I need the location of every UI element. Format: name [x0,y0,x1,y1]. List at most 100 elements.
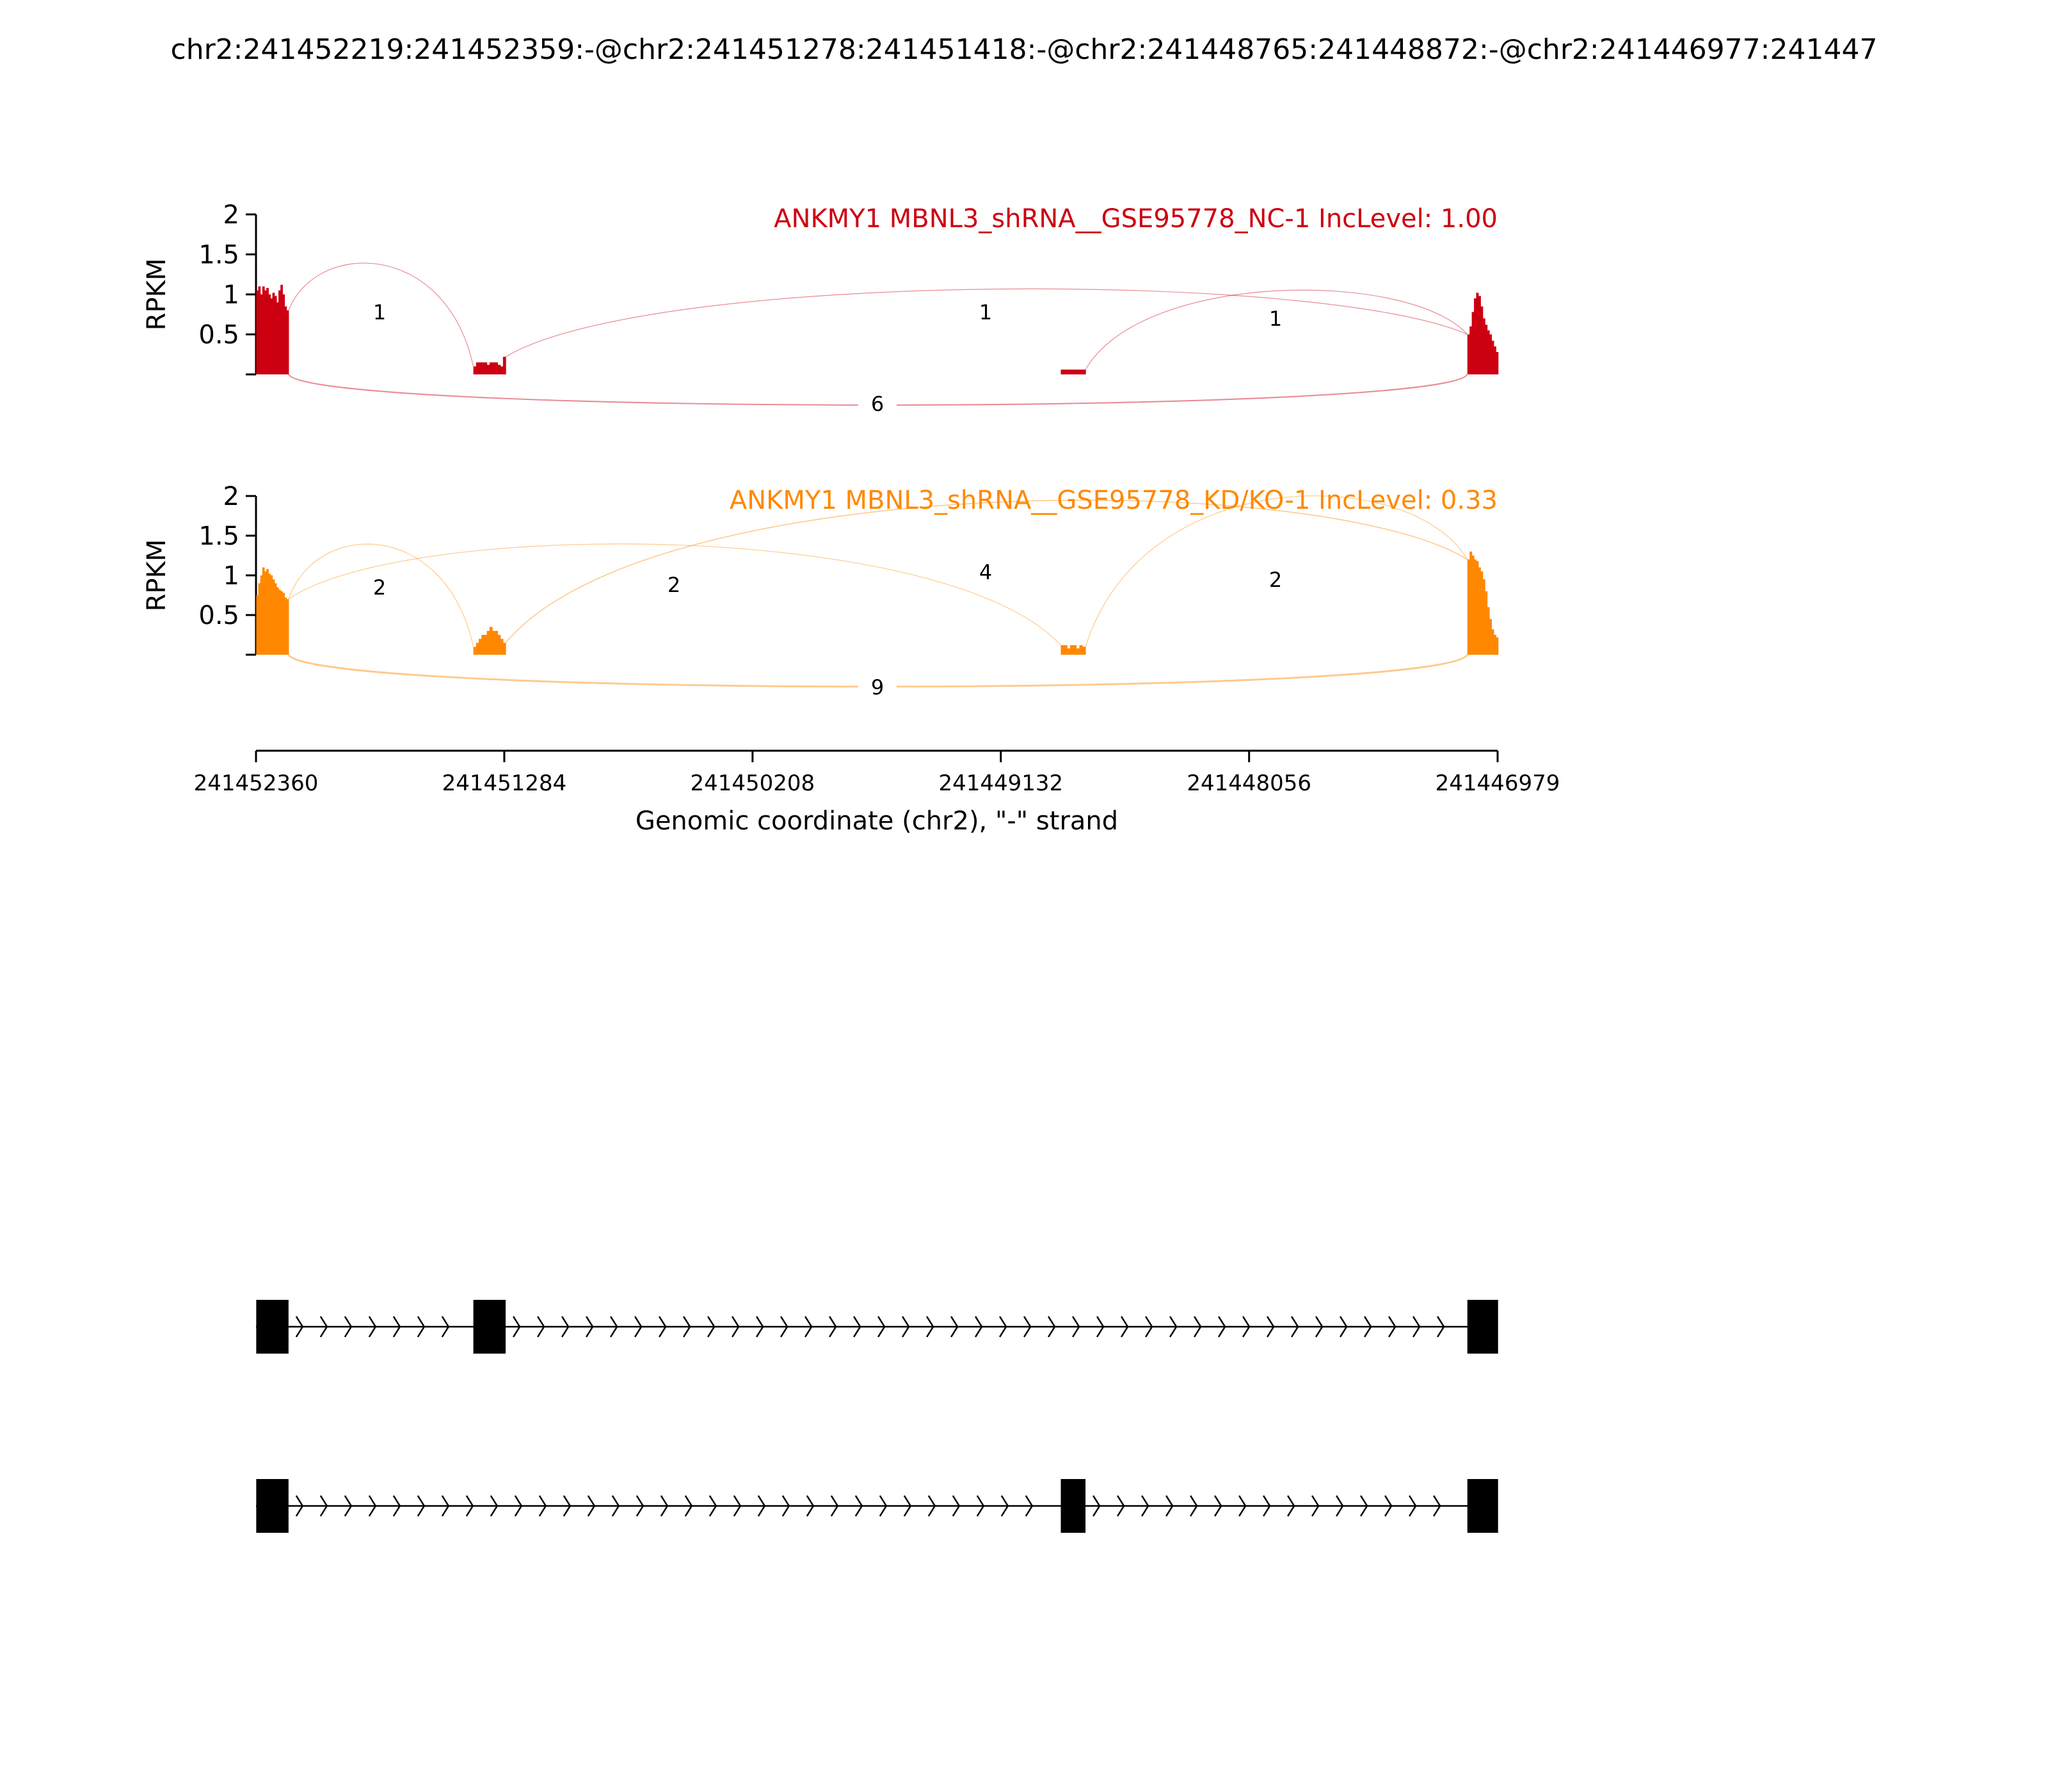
coverage-bar [1491,340,1494,374]
coverage-bar [1079,645,1083,655]
strand-chevron-icon [683,1316,691,1338]
strand-chevron-icon [295,1316,304,1338]
coverage-bar [286,599,289,655]
junction-count-label: 9 [871,675,884,700]
coverage-bar [1067,369,1071,374]
junction-label-bg [858,673,897,698]
coverage-bar [1480,571,1484,655]
strand-chevron-icon [950,1316,959,1338]
coverage-bar [1476,292,1479,374]
strand-chevron-icon [804,1316,813,1338]
strand-chevron-icon [1242,1316,1251,1338]
coverage-bar [264,571,267,655]
coverage-bar [492,630,495,655]
coverage-bar [1482,579,1485,655]
junction-arc [505,499,1468,643]
strand-chevron-icon [1360,1495,1368,1517]
y-axis-label: RPKM [142,540,172,612]
junction-count-label: 4 [979,560,992,584]
coverage-bar [1082,646,1086,655]
y-tick-label: 2 [223,200,239,230]
strand-chevron-icon [1092,1495,1101,1517]
coverage-bar [1079,369,1083,374]
coverage-bar [1471,556,1475,655]
strand-chevron-icon [902,1316,910,1338]
strand-chevron-icon [927,1495,936,1517]
strand-chevron-icon [344,1495,353,1517]
strand-chevron-icon [780,1316,788,1338]
coverage-bar [1467,334,1470,374]
strand-chevron-icon [1096,1316,1105,1338]
strand-chevron-icon [561,1316,570,1338]
strand-chevron-icon [1409,1495,1417,1517]
strand-chevron-icon [1145,1316,1153,1338]
strand-chevron-icon [417,1495,426,1517]
coverage-bar [479,362,482,374]
x-tick-label: 241449132 [938,771,1063,796]
coverage-bar [1493,635,1496,655]
y-tick-label: 1.5 [198,241,239,270]
coverage-bar [1060,645,1064,655]
strand-chevron-icon [830,1495,839,1517]
strand-chevron-icon [952,1495,961,1517]
coverage-bar [476,362,479,374]
coverage-bar [500,639,504,655]
junction-count-label: 1 [979,300,992,324]
coverage-bar [260,575,263,655]
track-nc: 0.5 1 1.5 2 RPKM ANKMY1 MBNL3_shRNA__GSE95778… [142,200,1499,416]
strand-chevron-icon [611,1495,620,1517]
y-tick-label: 1 [223,561,239,591]
junction-label-bg [1256,565,1295,591]
strand-chevron-icon [538,1495,547,1517]
coverage-bar [282,294,285,374]
coverage-bar [266,569,269,655]
strand-chevron-icon [537,1316,545,1338]
junction-arc [288,543,1061,646]
strand-chevron-icon [733,1495,742,1517]
coverage-bar [497,365,501,374]
strand-chevron-icon [877,1316,886,1338]
strand-chevron-icon [976,1495,985,1517]
coverage-bar [1487,607,1490,655]
strand-chevron-icon [1340,1316,1348,1338]
strand-chevron-icon [1000,1495,1009,1517]
coverage-bar [1496,352,1499,374]
coverage-bar [258,583,261,655]
coverage-bar [262,567,265,655]
coverage-bar [500,366,504,374]
strand-chevron-icon [513,1316,521,1338]
coverage-bar [270,298,273,374]
coverage-bar [473,366,477,374]
strand-chevron-icon [1025,1495,1034,1517]
exon-block [256,1300,289,1354]
strand-chevron-icon [1048,1316,1056,1338]
strand-chevron-icon [1194,1316,1202,1338]
coverage-bar [1480,306,1484,374]
strand-chevron-icon [295,1495,304,1517]
coverage-bar [1496,637,1499,655]
coverage-bar [256,290,259,374]
coverage-bar [1469,326,1473,374]
coverage-bar [1069,369,1074,374]
coverage-bar [486,365,490,374]
strand-chevron-icon [586,1316,594,1338]
junction-label-bg [1256,304,1295,330]
strand-chevron-icon [610,1316,618,1338]
strand-chevron-icon [659,1316,667,1338]
strand-chevron-icon [490,1495,499,1517]
exon-block [1467,1300,1498,1354]
strand-chevron-icon [707,1316,716,1338]
coverage-bar [1476,561,1479,655]
page-title: chr2:241452219:241452359:-@chr2:24145127… [171,33,1878,66]
strand-chevron-icon [1190,1495,1198,1517]
x-tick-label: 241451284 [442,771,567,796]
strand-chevron-icon [319,1495,328,1517]
strand-chevron-icon [1169,1316,1178,1338]
strand-chevron-icon [368,1495,377,1517]
coverage-bar [1073,645,1077,655]
strand-chevron-icon [392,1495,401,1517]
track-title: ANKMY1 MBNL3_shRNA__GSE95778_KD/KO-1 Inc… [730,486,1498,515]
strand-chevron-icon [465,1495,474,1517]
strand-chevron-icon [563,1495,572,1517]
junction-label-bg [858,389,897,415]
